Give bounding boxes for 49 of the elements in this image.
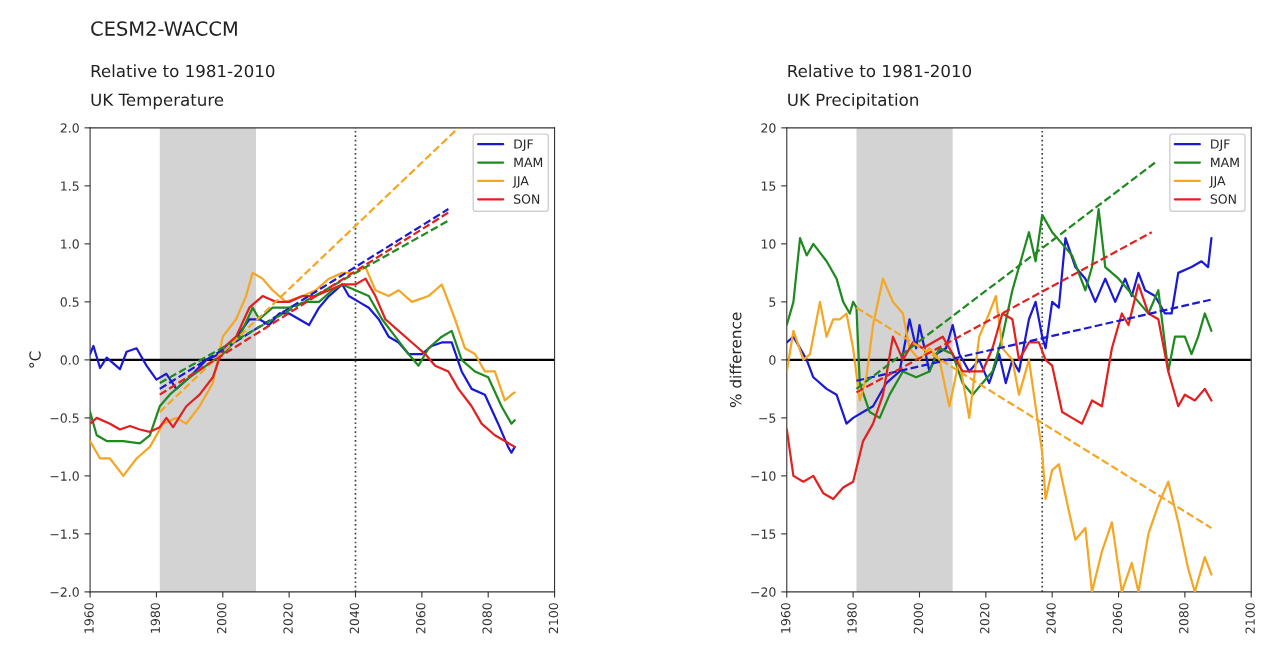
y-tick-label: 0.0: [60, 355, 79, 365]
y-tick-label: 10: [761, 239, 776, 249]
x-tick-label: 2000: [913, 603, 924, 634]
x-tick-label: 2040: [1046, 603, 1056, 634]
x-tick-label: 2080: [1179, 603, 1189, 634]
y-tick-label: 5: [769, 297, 776, 307]
x-tick-label: 1960: [84, 603, 94, 633]
legend-label: DJF: [1211, 139, 1230, 152]
legend-label: JJA: [512, 176, 529, 188]
chart-subtitle: Relative to 1981-2010 UK Temperature: [91, 64, 275, 110]
y-tick-label: −1.5: [50, 529, 79, 539]
y-tick-label: −2.0: [50, 587, 79, 597]
x-tick-label: 2020: [980, 603, 990, 634]
x-tick-label: 2040: [349, 603, 360, 634]
y-tick-label: 0: [769, 355, 776, 365]
legend-label: MAM: [514, 157, 543, 167]
x-tick-label: 1980: [150, 603, 161, 633]
y-axis-title: °C: [29, 351, 41, 368]
chart-subtitle: Relative to 1981-2010 UK Precipitation: [788, 64, 972, 110]
x-tick-label: 2100: [548, 603, 559, 634]
y-tick-label: 1.5: [61, 181, 79, 191]
legend-label: MAM: [1211, 157, 1239, 167]
x-tick-label: 2060: [416, 603, 426, 634]
x-tick-label: 2000: [216, 603, 227, 634]
y-tick-label: −10: [751, 471, 776, 481]
y-tick-label: 15: [761, 181, 776, 191]
y-tick-label: −20: [751, 587, 776, 597]
y-tick-label: −15: [751, 529, 776, 539]
x-tick-label: 2080: [482, 603, 492, 634]
y-axis-title: % difference: [729, 312, 742, 408]
y-tick-label: 20: [761, 123, 776, 133]
y-tick-label: −5: [759, 413, 776, 423]
y-tick-label: 2.0: [60, 123, 79, 133]
chart-title: CESM2-WACCM: [91, 21, 237, 36]
x-tick-label: 2060: [1112, 603, 1123, 634]
legend-label: SON: [514, 194, 540, 204]
x-tick-label: 1960: [780, 603, 791, 633]
line-series: [786, 277, 1213, 592]
x-tick-label: 2020: [283, 603, 293, 634]
legend-label: DJF: [514, 139, 533, 152]
legend-label: SON: [1210, 194, 1236, 204]
y-tick-label: 1.0: [61, 239, 79, 249]
line-series: [786, 236, 1213, 425]
x-tick-label: 2100: [1245, 603, 1255, 634]
y-tick-label: −0.5: [50, 413, 79, 423]
y-tick-label: −1.0: [50, 471, 79, 481]
y-tick-label: 0.5: [60, 297, 79, 307]
x-tick-label: 1980: [847, 603, 857, 633]
legend-label: JJA: [1209, 176, 1226, 188]
